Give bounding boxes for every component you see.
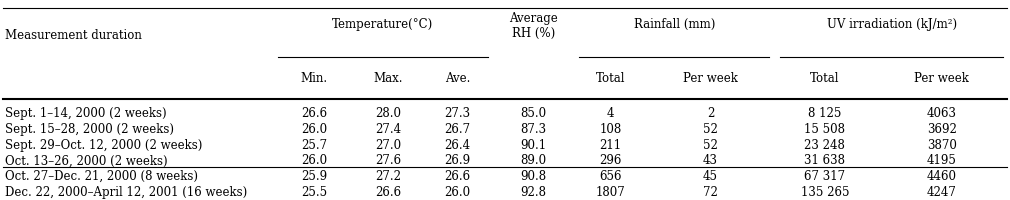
Text: 27.0: 27.0 (375, 139, 401, 152)
Text: Total: Total (810, 72, 839, 85)
Text: Sept. 1–14, 2000 (2 weeks): Sept. 1–14, 2000 (2 weeks) (5, 107, 167, 120)
Text: 67 317: 67 317 (804, 170, 845, 183)
Text: 43: 43 (703, 154, 718, 167)
Text: 8 125: 8 125 (808, 107, 841, 120)
Text: Dec. 22, 2000–April 12, 2001 (16 weeks): Dec. 22, 2000–April 12, 2001 (16 weeks) (5, 186, 247, 199)
Text: 26.6: 26.6 (301, 107, 327, 120)
Text: 4460: 4460 (927, 170, 956, 183)
Text: 3692: 3692 (927, 123, 956, 136)
Text: 27.3: 27.3 (444, 107, 471, 120)
Text: 92.8: 92.8 (520, 186, 546, 199)
Text: 1807: 1807 (596, 186, 625, 199)
Text: 25.5: 25.5 (301, 186, 327, 199)
Text: 4195: 4195 (927, 154, 956, 167)
Text: Min.: Min. (301, 72, 327, 85)
Text: 26.0: 26.0 (301, 154, 327, 167)
Text: 25.9: 25.9 (301, 170, 327, 183)
Text: Average
RH (%): Average RH (%) (509, 12, 558, 40)
Text: 26.6: 26.6 (444, 170, 471, 183)
Text: Per week: Per week (683, 72, 738, 85)
Text: 4247: 4247 (927, 186, 956, 199)
Text: 26.9: 26.9 (444, 154, 471, 167)
Text: Per week: Per week (914, 72, 970, 85)
Text: Max.: Max. (374, 72, 403, 85)
Text: Ave.: Ave. (444, 72, 470, 85)
Text: Sept. 29–Oct. 12, 2000 (2 weeks): Sept. 29–Oct. 12, 2000 (2 weeks) (5, 139, 202, 152)
Text: 45: 45 (703, 170, 718, 183)
Text: 108: 108 (599, 123, 621, 136)
Text: 2: 2 (707, 107, 714, 120)
Text: Oct. 13–26, 2000 (2 weeks): Oct. 13–26, 2000 (2 weeks) (5, 154, 168, 167)
Text: 26.6: 26.6 (375, 186, 401, 199)
Text: 26.0: 26.0 (444, 186, 471, 199)
Text: 296: 296 (599, 154, 621, 167)
Text: Total: Total (596, 72, 625, 85)
Text: Rainfall (mm): Rainfall (mm) (633, 18, 715, 31)
Text: 28.0: 28.0 (375, 107, 401, 120)
Text: 26.7: 26.7 (444, 123, 471, 136)
Text: 3870: 3870 (927, 139, 956, 152)
Text: 27.4: 27.4 (375, 123, 401, 136)
Text: 4: 4 (607, 107, 614, 120)
Text: 27.6: 27.6 (375, 154, 401, 167)
Text: 26.4: 26.4 (444, 139, 471, 152)
Text: 4063: 4063 (927, 107, 956, 120)
Text: 87.3: 87.3 (520, 123, 546, 136)
Text: 27.2: 27.2 (375, 170, 401, 183)
Text: Temperature(°C): Temperature(°C) (332, 18, 433, 31)
Text: Oct. 27–Dec. 21, 2000 (8 weeks): Oct. 27–Dec. 21, 2000 (8 weeks) (5, 170, 198, 183)
Text: 52: 52 (703, 139, 718, 152)
Text: 135 265: 135 265 (801, 186, 849, 199)
Text: 85.0: 85.0 (520, 107, 546, 120)
Text: 72: 72 (703, 186, 718, 199)
Text: Measurement duration: Measurement duration (5, 29, 141, 42)
Text: 25.7: 25.7 (301, 139, 327, 152)
Text: 211: 211 (599, 139, 621, 152)
Text: 89.0: 89.0 (520, 154, 546, 167)
Text: UV irradiation (kJ/m²): UV irradiation (kJ/m²) (826, 18, 956, 31)
Text: 90.1: 90.1 (520, 139, 546, 152)
Text: 15 508: 15 508 (804, 123, 845, 136)
Text: 23 248: 23 248 (805, 139, 845, 152)
Text: 90.8: 90.8 (520, 170, 546, 183)
Text: 26.0: 26.0 (301, 123, 327, 136)
Text: 656: 656 (599, 170, 622, 183)
Text: 52: 52 (703, 123, 718, 136)
Text: Sept. 15–28, 2000 (2 weeks): Sept. 15–28, 2000 (2 weeks) (5, 123, 174, 136)
Text: 31 638: 31 638 (804, 154, 845, 167)
